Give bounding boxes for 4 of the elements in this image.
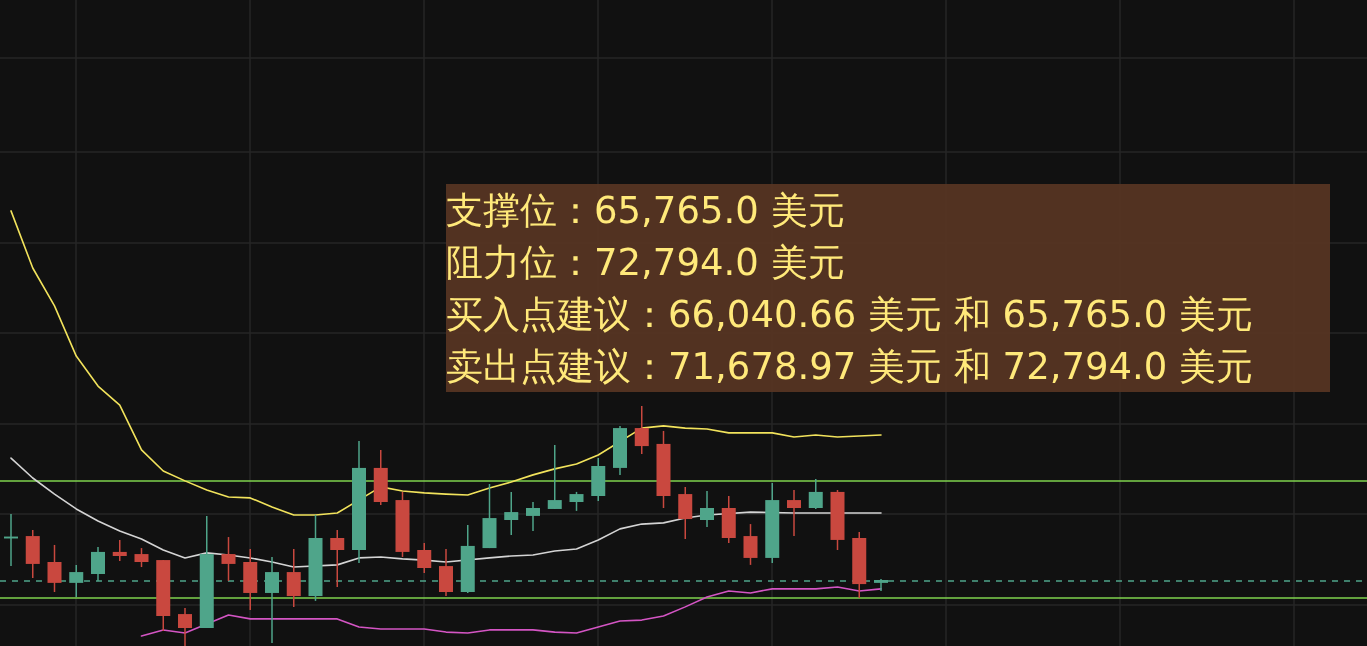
text: 支撑位：65,765.0 美元 <box>446 189 845 232</box>
text: 阻力位：72,794.0 美元 <box>446 241 845 284</box>
text: 卖出点建议：71,678.97 美元 和 72,794.0 美元 <box>446 345 1254 388</box>
text: 买入点建议：66,040.66 美元 和 65,765.0 美元 <box>446 293 1254 336</box>
